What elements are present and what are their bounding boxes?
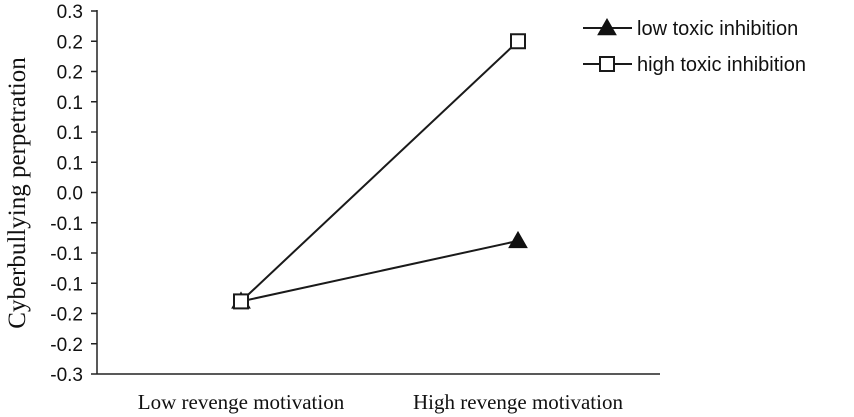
y-tick-label: 0.1 (57, 93, 83, 114)
legend-marker (599, 56, 615, 72)
legend-label: low toxic inhibition (637, 18, 798, 40)
y-axis-ticks: -0.3 -0.2 -0.2 -0.1 -0.1 -0.1 0.0 0.1 0.1 0.1 0.2 0… (50, 2, 97, 386)
y-tick-label: -0.1 (50, 244, 83, 265)
y-tick-label: -0.1 (50, 274, 83, 295)
series-line-high-toxic-inhibition (240, 40, 519, 303)
y-axis-title-group: Cyberbullying perpetration (4, 57, 31, 329)
data-point-marker (508, 230, 528, 249)
y-axis-title: Cyberbullying perpetration (4, 57, 31, 329)
data-point-marker (510, 33, 526, 50)
y-tick-label: -0.1 (50, 214, 83, 235)
data-point-marker (233, 293, 249, 310)
y-tick-label: 0.1 (57, 153, 83, 174)
legend-label: high toxic inhibition (637, 54, 806, 76)
series-line-low-toxic-inhibition (240, 239, 519, 303)
x-category-label: High revenge motivation (413, 390, 623, 414)
x-axis-categories: Low revenge motivation High revenge motiv… (138, 390, 624, 414)
series-group (231, 33, 528, 310)
legend-marker (597, 17, 617, 36)
x-category-label: Low revenge motivation (138, 390, 345, 414)
legend: low toxic inhibition high toxic inhibitio… (583, 17, 806, 76)
y-tick-label: -0.2 (50, 335, 83, 356)
y-tick-label: -0.3 (50, 365, 83, 386)
y-tick-label: 0.3 (57, 2, 83, 23)
y-tick-label: 0.2 (57, 32, 83, 53)
y-tick-label: 0.1 (57, 123, 83, 144)
y-tick-label: 0.0 (57, 184, 83, 205)
y-tick-label: -0.2 (50, 305, 83, 326)
y-tick-label: 0.2 (57, 63, 83, 84)
